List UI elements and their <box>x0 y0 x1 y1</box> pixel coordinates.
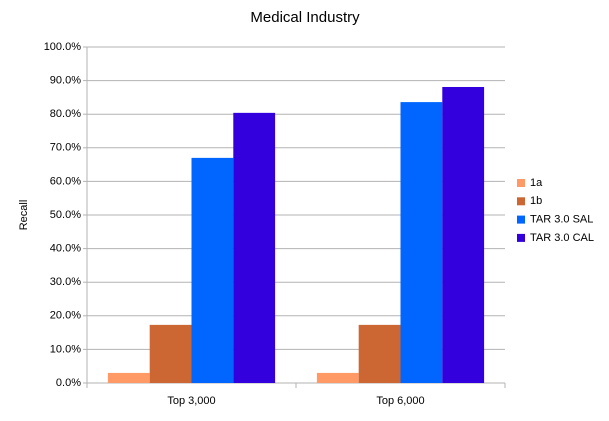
y-tick-label: 30.0% <box>50 276 81 288</box>
bar <box>107 372 150 383</box>
x-tick-label: Top 6,000 <box>376 395 424 407</box>
bar <box>316 372 359 383</box>
y-tick-label: 20.0% <box>50 310 81 322</box>
legend-label: TAR 3.0 SAL <box>530 214 593 226</box>
legend-swatch <box>517 197 525 206</box>
legend-swatch <box>517 215 525 224</box>
bar <box>358 324 401 383</box>
legend-swatch <box>517 233 525 242</box>
legend-label: TAR 3.0 CAL <box>530 232 594 244</box>
y-axis-label: Recall <box>18 200 30 231</box>
y-tick-label: 100.0% <box>44 41 82 53</box>
y-tick-label: 70.0% <box>50 142 81 154</box>
legend-swatch <box>517 179 525 187</box>
y-tick-label: 0.0% <box>56 377 81 389</box>
y-tick-label: 90.0% <box>50 75 81 87</box>
legend-label: 1a <box>530 177 543 189</box>
bar <box>191 157 234 383</box>
y-tick-label: 60.0% <box>50 175 81 187</box>
bar <box>400 102 443 383</box>
bar <box>149 324 192 383</box>
y-tick-label: 80.0% <box>50 108 81 120</box>
chart-title: Medical Industry <box>250 9 360 26</box>
y-tick-label: 40.0% <box>50 243 81 255</box>
bar <box>442 86 485 383</box>
y-tick-label: 50.0% <box>50 209 81 221</box>
x-tick-label: Top 3,000 <box>167 395 215 407</box>
bar <box>233 112 276 383</box>
y-tick-label: 10.0% <box>50 343 81 355</box>
legend-label: 1b <box>530 195 542 207</box>
